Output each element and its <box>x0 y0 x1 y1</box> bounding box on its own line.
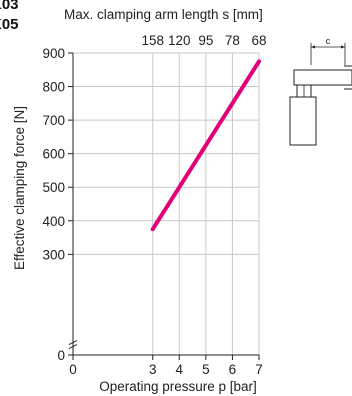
y-tick-label: 800 <box>42 80 65 95</box>
dimension-arrow-left <box>311 45 315 49</box>
y-tick-label: 600 <box>42 147 65 162</box>
dimension-label: c <box>326 36 331 46</box>
y-tick-label: 900 <box>42 46 65 61</box>
y-tick-label: 500 <box>42 180 65 195</box>
cylinder-body <box>289 96 317 146</box>
y-tick-label: 400 <box>42 214 65 229</box>
series-layer <box>150 59 261 232</box>
x-tick-label: 3 <box>149 362 157 377</box>
top-axis-tick-label: 68 <box>251 33 266 48</box>
x-tick-label: 7 <box>255 362 263 377</box>
grid-layer <box>73 52 260 355</box>
y-tick-label: 0 <box>57 348 65 363</box>
clamp-schematic: c <box>289 36 352 146</box>
top-axis-title: Max. clamping arm length s [mm] <box>64 7 263 22</box>
top-axis-tick-label: 95 <box>198 33 213 48</box>
y-axis-title: Effective clamping force [N] <box>12 106 27 270</box>
dimension-arrow-right <box>341 45 345 49</box>
x-axis-title: Operating pressure p [bar] <box>99 379 257 394</box>
model-label-k05: K05 <box>0 16 19 33</box>
y-tick-label: 700 <box>42 113 65 128</box>
x-tick-label: 6 <box>229 362 237 377</box>
tick-labels: 0 300 400 500 600 700 800 900 0 3 4 5 6 7 158 120 95 78 68 <box>42 33 266 377</box>
top-axis-tick-label: 158 <box>141 33 164 48</box>
y-axis-break <box>68 340 78 350</box>
x-tick-label: 0 <box>69 362 77 377</box>
clamp-arm <box>293 69 352 86</box>
model-label-k03: K03 <box>0 0 19 13</box>
top-axis-tick-label: 78 <box>225 33 240 48</box>
axis-layer <box>68 53 259 356</box>
series-line <box>150 59 261 232</box>
x-tick-label: 5 <box>202 362 210 377</box>
top-axis-tick-label: 120 <box>168 33 191 48</box>
x-tick-label: 4 <box>176 362 184 377</box>
y-tick-label: 300 <box>42 247 65 262</box>
